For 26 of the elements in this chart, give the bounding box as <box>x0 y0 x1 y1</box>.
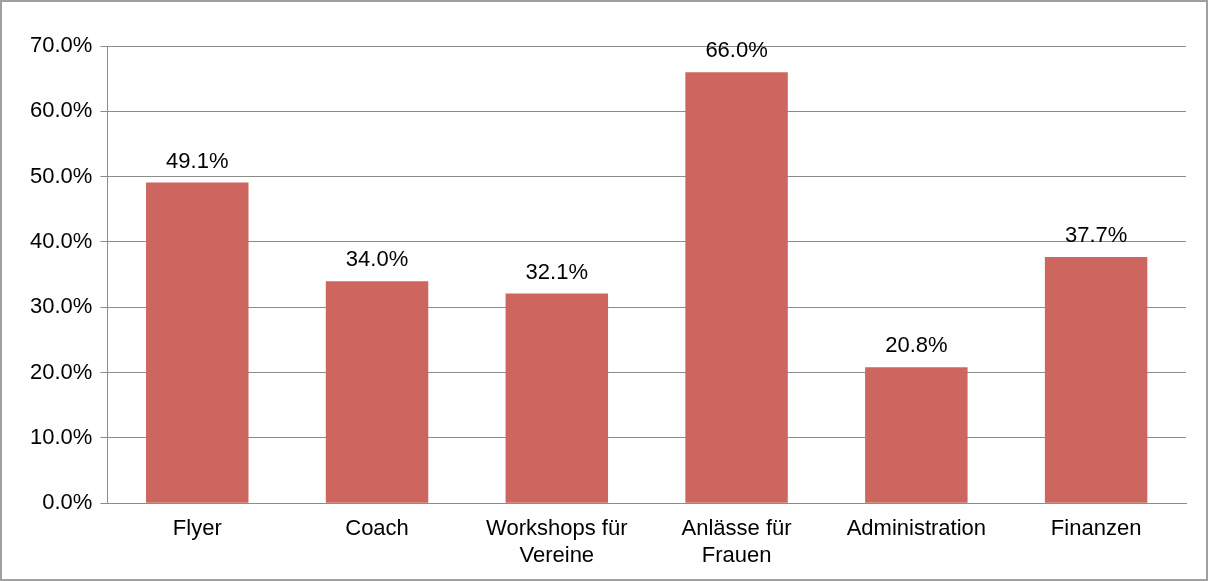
bar <box>865 367 968 503</box>
bar <box>505 293 609 503</box>
bar <box>325 281 429 503</box>
y-tick-label: 70.0% <box>29 32 93 58</box>
x-tick-label: Finanzen <box>1050 515 1142 541</box>
x-tick-label: Anlässe für Frauen <box>681 515 792 567</box>
x-tick-label: Administration <box>846 515 987 541</box>
bar <box>146 182 249 503</box>
y-tick-label: 50.0% <box>29 162 93 188</box>
data-label: 20.8% <box>885 332 948 358</box>
data-label: 66.0% <box>705 37 768 63</box>
y-tick-label: 20.0% <box>29 358 93 384</box>
y-tick-label: 40.0% <box>29 228 93 254</box>
x-tick-label: Workshops für Vereine <box>486 515 628 567</box>
y-tick-label: 10.0% <box>29 423 93 449</box>
bar <box>1044 256 1148 503</box>
y-tick-label: 30.0% <box>29 293 93 319</box>
x-tick-label: Flyer <box>172 515 222 541</box>
y-tick-label: 60.0% <box>29 97 93 123</box>
data-label: 37.7% <box>1064 222 1128 248</box>
bar <box>685 72 788 503</box>
data-label: 49.1% <box>166 147 229 173</box>
y-tick-label: 0.0% <box>42 489 93 515</box>
data-label: 34.0% <box>345 246 409 272</box>
x-tick-label: Coach <box>345 515 409 541</box>
data-label: 32.1% <box>525 258 588 284</box>
